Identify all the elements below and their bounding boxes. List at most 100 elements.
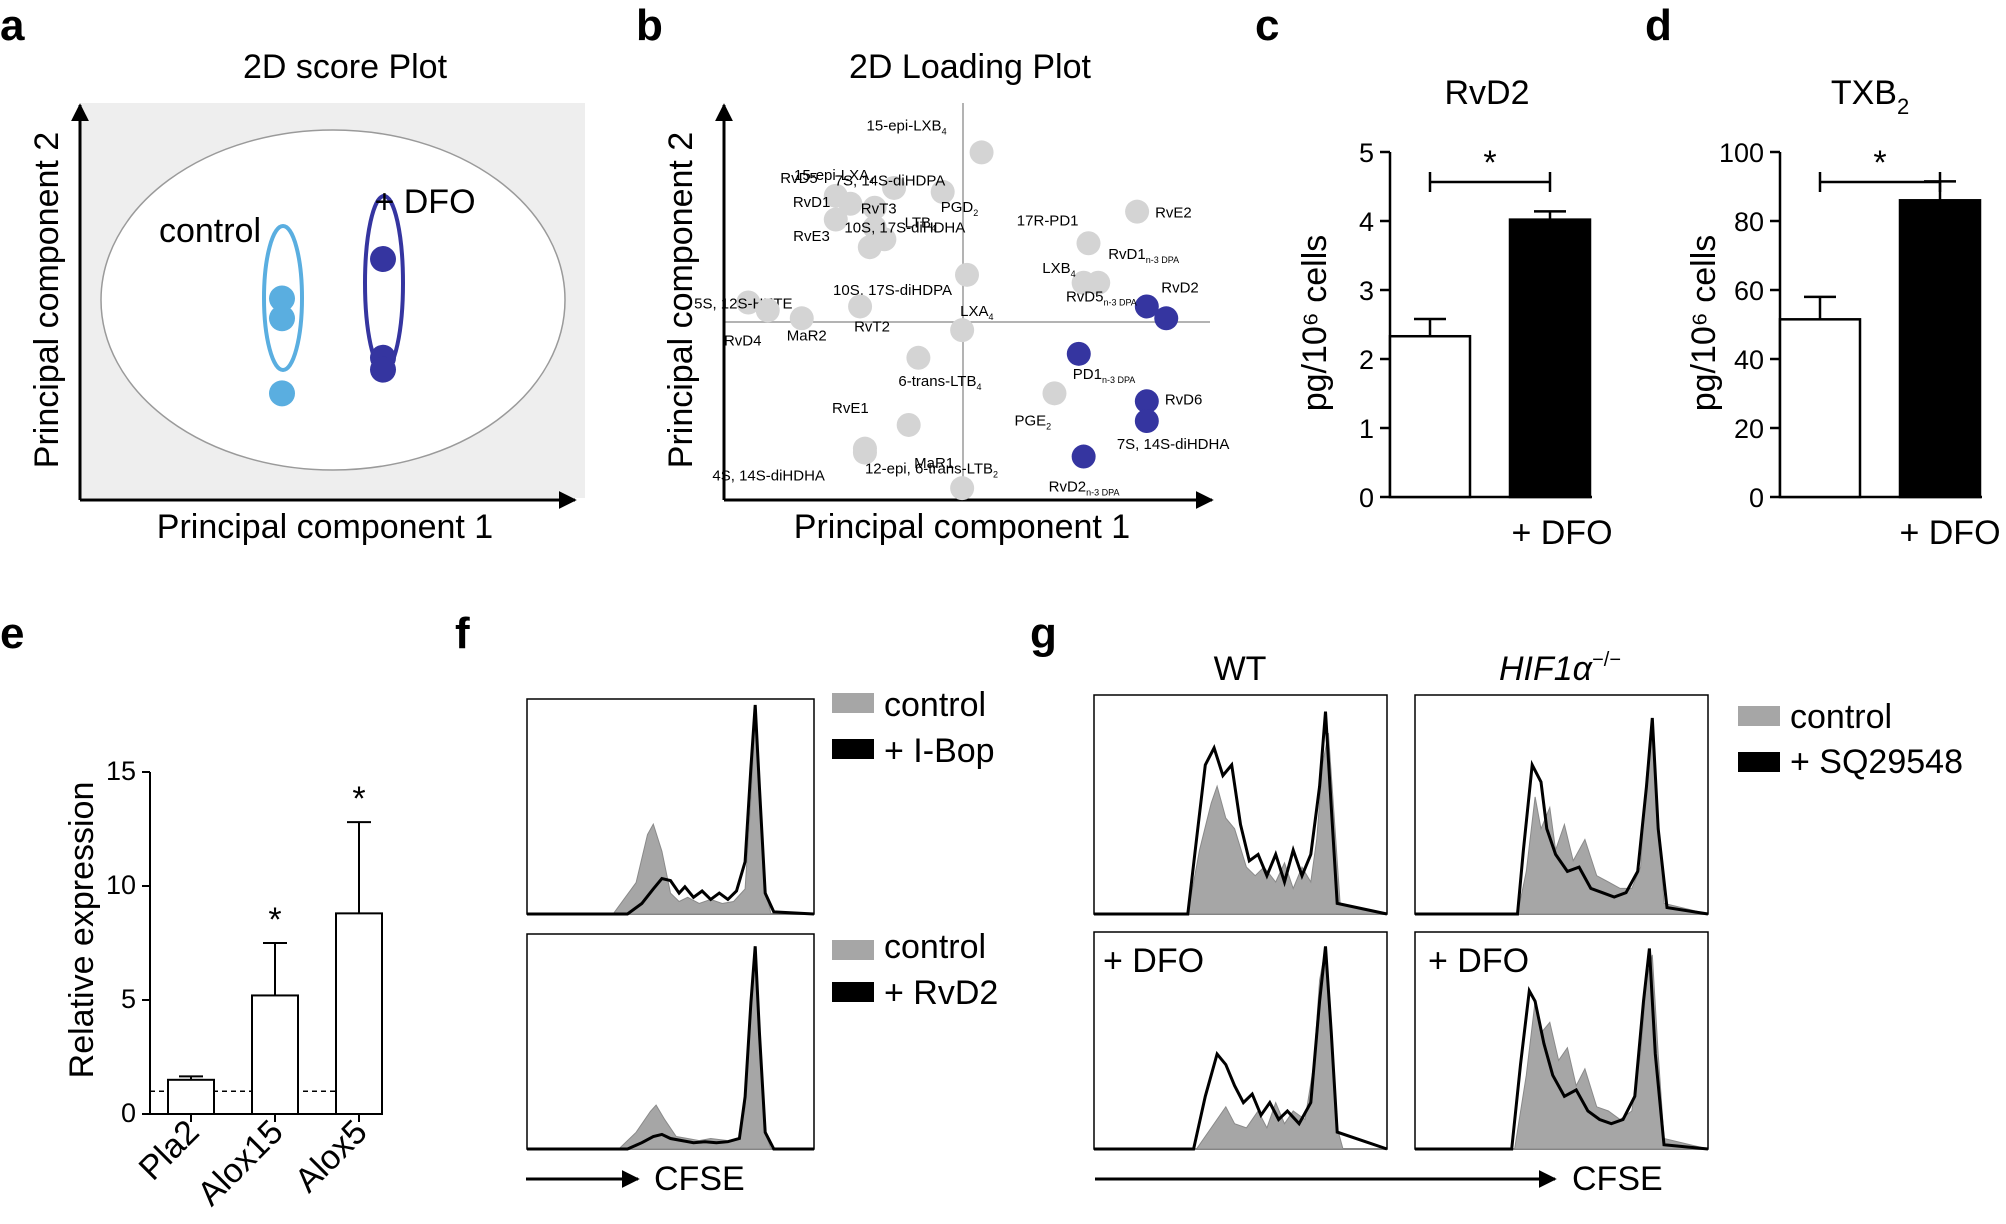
panel-e: e Relative expression 0 5 10 15 Pla2 * Alox15 *… xyxy=(0,609,383,1213)
legend-swatch-control xyxy=(832,693,874,713)
loading-point-rve2-7 xyxy=(1125,199,1150,224)
loading-label-ltb-4: LTB4 xyxy=(905,214,936,233)
bar-pla2 xyxy=(167,1078,215,1116)
score-point-control-1 xyxy=(269,285,295,312)
loading-label-rvd4: RvD4 xyxy=(724,332,762,349)
loading-point-4s-14s-dihdha-25 xyxy=(852,440,877,465)
y-tick-label: 5 xyxy=(121,984,136,1014)
loading-point-lxa-4-20 xyxy=(950,318,975,343)
panel-d-title: TXB2 xyxy=(1831,74,1909,119)
loading-point-pgd-2-3 xyxy=(930,179,955,204)
panel-c-x-tick-dfo: + DFO xyxy=(1511,514,1612,552)
loading-point-rve1-23 xyxy=(896,412,921,437)
loading-label-lxa-4: LXA4 xyxy=(960,303,993,322)
legend-label-rvd2: + RvD2 xyxy=(884,974,998,1012)
bar-2 xyxy=(1508,218,1592,499)
y-tick-label: 40 xyxy=(1734,345,1764,375)
control-group-outline xyxy=(262,224,304,372)
panel-a-x-label: Principal component 1 xyxy=(157,508,493,546)
loading-point-rvt2-19 xyxy=(848,294,873,319)
y-tick-label: 15 xyxy=(106,756,136,786)
y-tick-label: 0 xyxy=(121,1098,136,1128)
legend-label-control: control xyxy=(884,928,986,966)
loading-point-rvt3-8 xyxy=(823,207,848,232)
panel-c-title: RvD2 xyxy=(1444,74,1529,112)
y-tick-label: 4 xyxy=(1359,207,1374,237)
y-tick-label: 5 xyxy=(1359,138,1374,168)
histogram-treated-line xyxy=(1415,717,1709,916)
loading-label-rvt3: RvT3 xyxy=(861,201,897,218)
panel-d-x-tick-dfo: + DFO xyxy=(1899,514,2000,552)
loading-point-rvd2-n-3-dpa-32 xyxy=(1071,444,1096,469)
histogram-frame xyxy=(526,933,815,1150)
score-point-dfo-1 xyxy=(370,246,396,273)
legend-swatch-rvd2 xyxy=(832,982,874,1002)
control-group-label: control xyxy=(159,212,261,250)
loading-point-pge-2-22 xyxy=(1042,381,1067,406)
bar-2 xyxy=(1898,199,1982,499)
loading-point-mar1-26 xyxy=(950,476,975,501)
confidence-ellipse xyxy=(100,129,566,471)
legend-label-ibop: + I-Bop xyxy=(884,732,995,770)
dfo-group-label: + DFO xyxy=(374,183,475,221)
y-tick-label: 80 xyxy=(1734,207,1764,237)
loading-point-17r-pd1-10 xyxy=(1076,231,1101,256)
loading-label-15-epi-lxb-4: 15-epi-LXB4 xyxy=(867,117,947,136)
histogram-treated-line xyxy=(527,704,815,916)
score-point-control-2 xyxy=(269,305,295,332)
panel-c-y-label: pg/10⁶ cells xyxy=(1296,235,1334,412)
loading-label-4s-14s-dihdha: 4S, 14S-diHDHA xyxy=(712,468,825,485)
bar-1 xyxy=(1778,318,1862,499)
x-tick-label-alox15: Alox15 xyxy=(190,1113,290,1213)
loading-point-rve3-12 xyxy=(857,235,882,260)
panel-label-a: a xyxy=(0,1,25,50)
loading-point-15-epi-lxb-4-1 xyxy=(969,140,994,165)
panel-c: c RvD2 pg/10⁶ cells 0 1 2 3 4 5 * + DFO xyxy=(1255,1,1613,552)
legend-label-control: control xyxy=(1790,698,1892,736)
panel-label-d: d xyxy=(1645,1,1672,50)
loading-point-rvd1-n-3-dpa-14 xyxy=(1086,270,1111,295)
loading-point-10s-17s-dihdpa-15 xyxy=(955,262,979,287)
significance-star: * xyxy=(268,901,281,939)
score-point-dfo-3 xyxy=(370,356,396,383)
loading-label-17r-pd1: 17R-PD1 xyxy=(1017,212,1079,229)
loading-label-7s-14s-dihdpa: 7S, 14S-diHDPA xyxy=(835,173,946,190)
panel-b-y-label: Principal component 2 xyxy=(662,132,700,468)
loading-label-10s-17s-dihdpa: 10S, 17S-diHDPA xyxy=(833,282,952,299)
loading-label-rvd2: RvD2 xyxy=(1161,279,1199,296)
legend-swatch-control xyxy=(832,940,874,960)
panel-b: b 2D Loading Plot Principal component 1 … xyxy=(636,1,1229,546)
significance-star: * xyxy=(352,780,365,818)
loading-point-pd1-n-3-dpa-29 xyxy=(1066,341,1091,366)
loading-label-rve2: RvE2 xyxy=(1155,205,1192,222)
histogram-frame xyxy=(526,698,815,915)
panel-b-x-label: Principal component 1 xyxy=(794,508,1130,546)
loading-label-rve3: RvE3 xyxy=(793,228,830,245)
significance-star: * xyxy=(1873,144,1886,182)
bar-alox5 xyxy=(335,912,383,1115)
column-label-hif1a-ko: HIF1α−/− xyxy=(1499,649,1621,688)
panel-label-c: c xyxy=(1255,1,1279,50)
panel-e-chart: 0 5 10 15 Pla2 * Alox15 * Alox5 xyxy=(106,756,383,1213)
loading-label-rvd5-n-3-dpa: RvD5n-3 DPA xyxy=(1066,288,1137,307)
legend-label-control: control xyxy=(884,686,986,724)
y-tick-label: 0 xyxy=(1749,483,1764,513)
panel-f: f control + I-Bop control + RvD2 CFSE xyxy=(455,609,998,1198)
panel-a: a 2D score Plot Principal component 1 Pr… xyxy=(0,1,585,546)
panel-e-y-label: Relative expression xyxy=(63,782,101,1079)
panel-c-chart: 0 1 2 3 4 5 * xyxy=(1359,138,1592,513)
panel-f-x-label: CFSE xyxy=(654,1160,745,1198)
loading-label-rvd1-n-3-dpa: RvD1n-3 DPA xyxy=(1108,246,1179,265)
loading-point-6-trans-ltb-4-21 xyxy=(906,345,931,370)
panel-a-title: 2D score Plot xyxy=(243,48,448,86)
loading-label-rvd1: RvD1 xyxy=(793,194,831,211)
row-label-dfo: + DFO xyxy=(1103,942,1204,980)
panel-g-histograms xyxy=(1093,694,1709,1151)
legend-swatch-ibop xyxy=(832,739,874,759)
loading-point-7s-14s-dihdpa-6 xyxy=(862,195,887,220)
panel-d-chart: 0 20 40 60 80 100 * xyxy=(1719,138,1982,513)
histogram-frame xyxy=(1093,931,1388,1150)
y-tick-label: 20 xyxy=(1734,414,1764,444)
